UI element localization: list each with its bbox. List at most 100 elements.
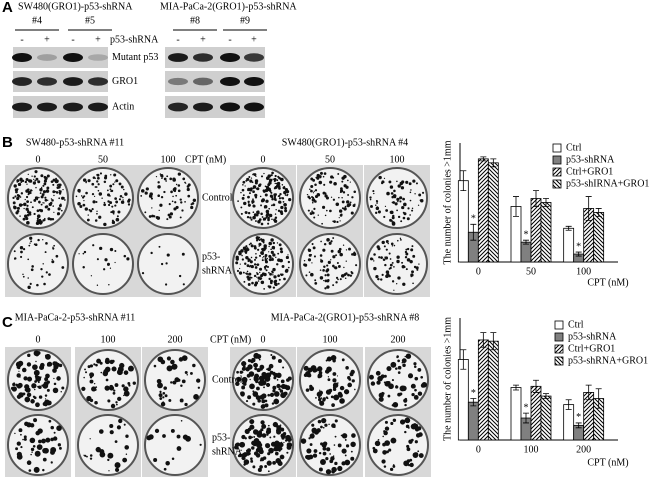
colony (332, 176, 335, 179)
colony (16, 188, 19, 191)
colony (18, 370, 20, 372)
colony (107, 263, 110, 266)
colony (254, 196, 258, 199)
colony (397, 365, 402, 370)
colony (378, 396, 384, 402)
colony (123, 394, 125, 397)
colony (310, 190, 313, 192)
colony (280, 433, 286, 439)
colony (93, 363, 96, 366)
colony (326, 209, 328, 212)
colony (341, 448, 347, 454)
colony (103, 176, 108, 180)
colony (241, 258, 244, 261)
colony (251, 446, 255, 450)
colony (390, 192, 394, 195)
colony (163, 190, 166, 194)
colony (307, 209, 310, 212)
colony (172, 177, 176, 181)
colony (93, 195, 96, 198)
colony (100, 371, 103, 374)
colony (254, 193, 258, 197)
colony (257, 248, 260, 251)
colony (391, 195, 394, 199)
colony (375, 204, 377, 207)
colony (286, 451, 289, 454)
colony (94, 186, 97, 188)
colony (276, 372, 282, 378)
colony (402, 197, 405, 201)
colony (144, 191, 148, 195)
plate (366, 233, 428, 295)
colony (311, 198, 315, 202)
error-bar (595, 208, 602, 217)
row-label: p53- (202, 251, 220, 262)
colony (371, 376, 374, 379)
band (63, 53, 83, 62)
colony (253, 435, 256, 438)
colony (44, 398, 47, 400)
colony (271, 204, 273, 207)
colony (256, 210, 260, 215)
colony (331, 403, 335, 407)
colony (124, 445, 130, 450)
colony (326, 279, 330, 283)
colony (50, 180, 54, 184)
colony (405, 424, 410, 429)
colony (407, 207, 410, 210)
colony (103, 201, 106, 204)
colony (123, 188, 125, 191)
colony (33, 212, 36, 216)
colony (98, 215, 102, 219)
colony (124, 192, 128, 196)
colony (180, 419, 183, 422)
colony (386, 366, 392, 372)
colony (150, 251, 153, 255)
colony (353, 190, 357, 194)
lane-label: - (176, 34, 179, 45)
colony (248, 435, 252, 440)
colony (186, 187, 190, 192)
colony (370, 205, 373, 208)
error-bar (523, 412, 529, 424)
colony (377, 439, 380, 441)
significance-label: * (524, 402, 529, 413)
colony (27, 173, 29, 176)
colony (283, 185, 286, 188)
colony (401, 362, 403, 364)
colony (166, 356, 171, 361)
colony (327, 378, 331, 382)
colony (97, 183, 100, 186)
row-label: p53- (212, 432, 230, 443)
colony (256, 263, 258, 266)
colony (397, 200, 399, 203)
colony (108, 194, 110, 197)
colony (123, 370, 129, 375)
lane-label: + (251, 34, 257, 45)
colony (411, 209, 414, 212)
colony (61, 196, 65, 200)
colony (343, 389, 350, 395)
colony (186, 374, 188, 376)
colony (275, 256, 277, 259)
colony (337, 278, 339, 281)
colony (416, 268, 419, 271)
colony (31, 265, 34, 268)
colony (33, 418, 38, 423)
colony (268, 241, 273, 246)
colony (410, 273, 414, 277)
colony (389, 185, 394, 189)
colony (260, 420, 265, 425)
colony (306, 373, 310, 377)
colony (117, 210, 121, 214)
colony (272, 421, 279, 428)
colony (50, 449, 55, 455)
colony (26, 362, 32, 367)
colony (244, 262, 247, 265)
colony (59, 446, 62, 450)
colony (283, 277, 286, 281)
colony (264, 260, 268, 264)
band (37, 102, 57, 112)
colony (83, 250, 87, 254)
colony (30, 268, 34, 272)
